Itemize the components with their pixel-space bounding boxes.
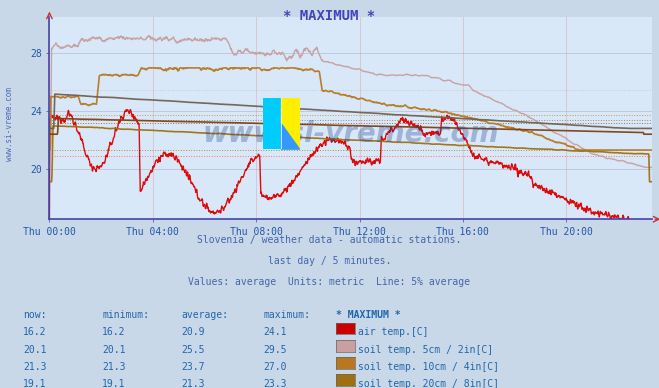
- Text: 24.1: 24.1: [264, 327, 287, 338]
- Text: Slovenia / weather data - automatic stations.: Slovenia / weather data - automatic stat…: [197, 235, 462, 245]
- Text: 23.3: 23.3: [264, 379, 287, 388]
- Text: 19.1: 19.1: [23, 379, 47, 388]
- Text: maximum:: maximum:: [264, 310, 310, 320]
- Text: now:: now:: [23, 310, 47, 320]
- Text: 19.1: 19.1: [102, 379, 126, 388]
- Text: soil temp. 5cm / 2in[C]: soil temp. 5cm / 2in[C]: [358, 345, 494, 355]
- Text: 21.3: 21.3: [23, 362, 47, 372]
- Text: soil temp. 10cm / 4in[C]: soil temp. 10cm / 4in[C]: [358, 362, 500, 372]
- Text: air temp.[C]: air temp.[C]: [358, 327, 429, 338]
- Text: minimum:: minimum:: [102, 310, 149, 320]
- Text: Values: average  Units: metric  Line: 5% average: Values: average Units: metric Line: 5% a…: [188, 277, 471, 288]
- Text: * MAXIMUM *: * MAXIMUM *: [336, 310, 401, 320]
- Text: 29.5: 29.5: [264, 345, 287, 355]
- Text: 21.3: 21.3: [102, 362, 126, 372]
- Text: 25.5: 25.5: [181, 345, 205, 355]
- Text: 20.1: 20.1: [102, 345, 126, 355]
- Text: 16.2: 16.2: [102, 327, 126, 338]
- Text: 21.3: 21.3: [181, 379, 205, 388]
- Text: 27.0: 27.0: [264, 362, 287, 372]
- Text: soil temp. 20cm / 8in[C]: soil temp. 20cm / 8in[C]: [358, 379, 500, 388]
- Text: 20.9: 20.9: [181, 327, 205, 338]
- Text: last day / 5 minutes.: last day / 5 minutes.: [268, 256, 391, 266]
- Text: 23.7: 23.7: [181, 362, 205, 372]
- Text: 20.1: 20.1: [23, 345, 47, 355]
- Text: www.si-vreme.com: www.si-vreme.com: [203, 121, 499, 149]
- Text: 16.2: 16.2: [23, 327, 47, 338]
- Text: average:: average:: [181, 310, 228, 320]
- Text: www.si-vreme.com: www.si-vreme.com: [5, 87, 14, 161]
- Text: * MAXIMUM *: * MAXIMUM *: [283, 9, 376, 23]
